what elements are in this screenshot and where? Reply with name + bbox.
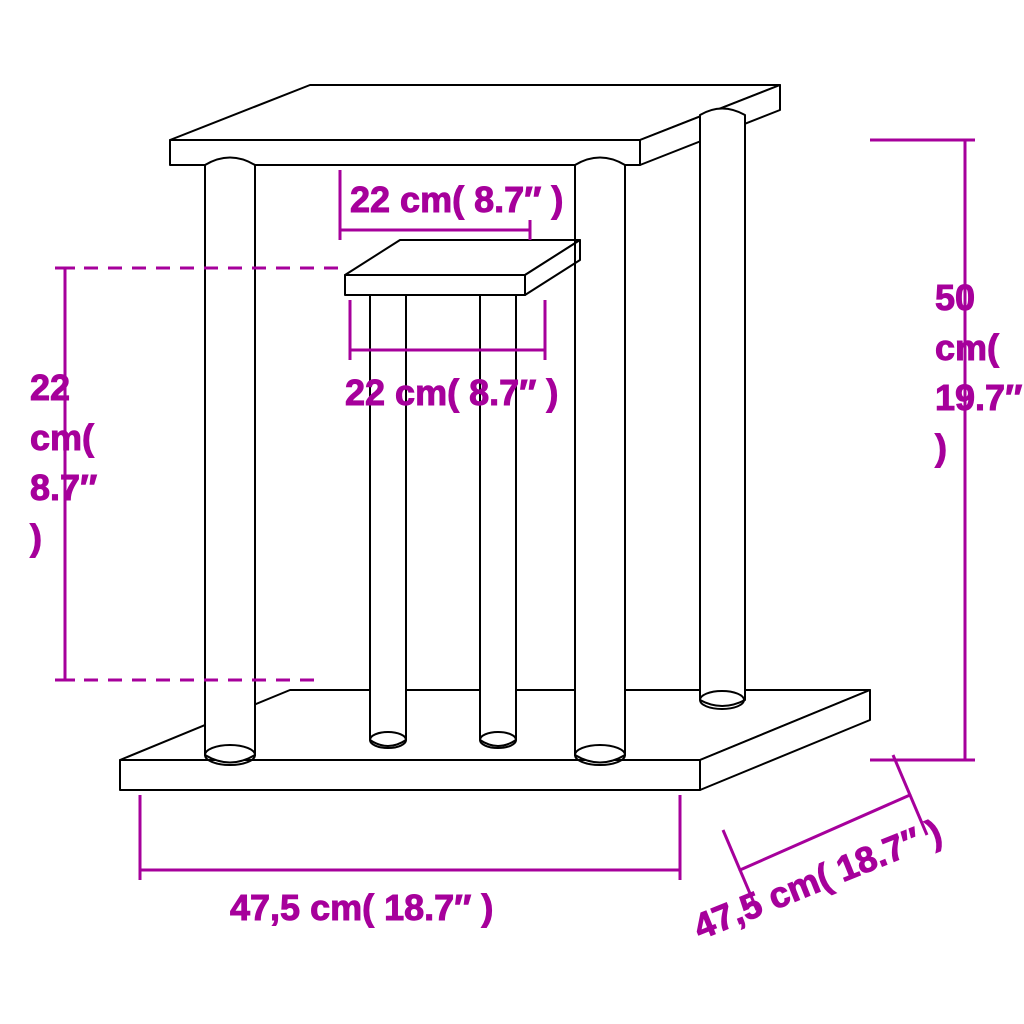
dim-base-width: 47,5 cm( 18.7″ ) <box>230 887 493 928</box>
dim-overall-height-c: 19.7″ <box>935 377 1022 418</box>
dim-base-depth: 47,5 cm( 18.7″ ) <box>688 811 948 948</box>
dim-inner-top-width: 22 cm( 8.7″ ) <box>345 372 558 413</box>
dim-overall-height-a: 50 <box>935 277 975 318</box>
dim-overall-height-d: ) <box>935 427 947 468</box>
dim-inner-height-b: cm( <box>30 417 94 458</box>
dim-inner-top-depth: 22 cm( 8.7″ ) <box>350 179 563 220</box>
dim-overall-height-b: cm( <box>935 327 999 368</box>
dim-inner-height-a: 22 <box>30 367 70 408</box>
dim-inner-height-d: ) <box>30 517 42 558</box>
dim-inner-height-c: 8.7″ <box>30 467 97 508</box>
